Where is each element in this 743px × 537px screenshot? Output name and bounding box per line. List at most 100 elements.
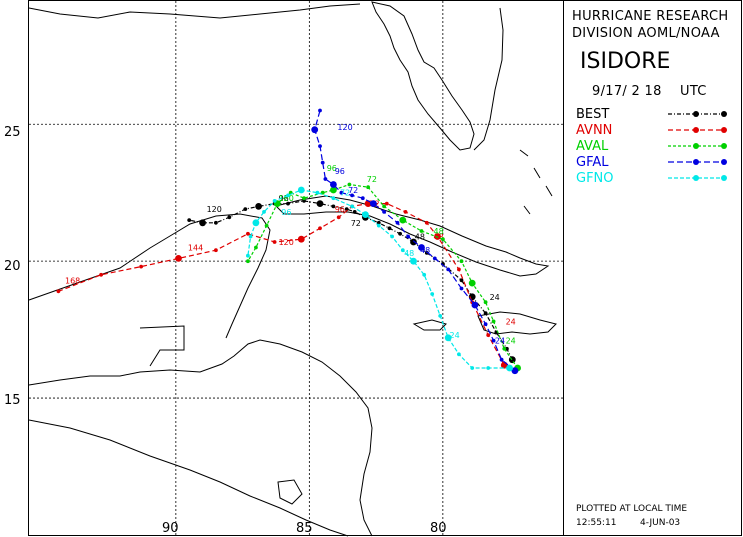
legend-marker-best bbox=[721, 111, 727, 117]
track-point-avnn bbox=[457, 267, 461, 272]
lat-label-25: 25 bbox=[4, 125, 21, 140]
track-point-gfno bbox=[362, 211, 369, 219]
track-point-gfno bbox=[444, 334, 452, 342]
legend-marker-avnn bbox=[721, 127, 727, 133]
track-point-aval bbox=[399, 216, 407, 224]
header: HURRICANE RESEARCH DIVISION AOML/NOAA IS… bbox=[572, 9, 728, 99]
track-line-avnn bbox=[58, 203, 505, 366]
coast-gulf-north bbox=[28, 3, 361, 19]
track-point-gfno bbox=[470, 366, 475, 370]
track-point-gfno bbox=[430, 292, 435, 296]
track-point-best bbox=[255, 203, 262, 210]
legend-marker-best bbox=[693, 111, 699, 117]
track-point-best bbox=[459, 278, 464, 283]
track-label-best: 24 bbox=[490, 293, 500, 302]
track-point-aval bbox=[468, 279, 476, 287]
track-point-gfno bbox=[438, 314, 443, 318]
track-point-aval bbox=[441, 237, 445, 242]
track-point-best bbox=[508, 356, 516, 364]
track-point-avnn bbox=[297, 235, 305, 243]
track-point-best bbox=[243, 207, 248, 212]
track-point-best bbox=[376, 220, 381, 225]
legend-marker-gfal bbox=[693, 159, 699, 165]
legend-marker-aval bbox=[721, 143, 727, 149]
track-point-aval bbox=[382, 204, 386, 209]
track-point-gfal bbox=[483, 322, 488, 326]
track-label-aval: 72 bbox=[367, 175, 377, 184]
track-label-gfal: 24 bbox=[495, 337, 505, 346]
legend-marker-aval bbox=[693, 143, 699, 149]
track-label-best: 72 bbox=[351, 219, 361, 228]
track-point-aval bbox=[330, 186, 337, 194]
coast-pacific bbox=[28, 419, 349, 537]
track-point-best bbox=[387, 226, 392, 231]
border-guatemala bbox=[139, 325, 185, 367]
track-point-gfno bbox=[390, 234, 394, 239]
legend-frame bbox=[563, 0, 742, 536]
track-point-best bbox=[331, 204, 336, 209]
legend-marker-gfno bbox=[721, 175, 727, 181]
lon-axis-labels: 90 85 80 bbox=[162, 521, 447, 536]
track-point-gfal bbox=[318, 108, 322, 113]
coast-hispaniola bbox=[477, 311, 557, 335]
track-label-avnn: 168 bbox=[65, 276, 80, 285]
track-point-gfal bbox=[320, 160, 325, 165]
track-point-gfal bbox=[418, 244, 425, 251]
track-point-aval bbox=[302, 196, 306, 201]
lon-label-90: 90 bbox=[162, 521, 179, 536]
track-label-gfal: 96 bbox=[335, 167, 345, 176]
track-point-gfno bbox=[350, 204, 354, 209]
lat-axis-labels: 25 20 15 bbox=[4, 125, 21, 408]
track-point-best bbox=[505, 346, 509, 351]
legend-label-aval: AVAL bbox=[576, 139, 609, 154]
track-best: 24 48 72 96 120 bbox=[187, 194, 516, 364]
track-label-gfno: 72 bbox=[340, 189, 350, 198]
track-label-best: 120 bbox=[207, 205, 222, 214]
track-label-gfal: 120 bbox=[337, 123, 352, 132]
track-point-aval bbox=[347, 182, 352, 187]
track-point-gfal bbox=[511, 367, 519, 375]
track-point-best bbox=[286, 201, 290, 206]
track-point-avnn bbox=[99, 272, 103, 277]
track-label-avnn: 120 bbox=[279, 238, 294, 247]
legend-marker-avnn bbox=[693, 127, 699, 133]
track-point-best bbox=[302, 199, 306, 203]
track-label-gfal: 48 bbox=[420, 246, 430, 255]
track-gfno: 24 48 72 96 bbox=[246, 186, 513, 372]
track-point-gfno bbox=[486, 366, 491, 370]
lon-label-80: 80 bbox=[430, 521, 447, 536]
track-point-gfal bbox=[471, 301, 479, 309]
track-point-avnn bbox=[214, 248, 218, 253]
track-point-best bbox=[187, 218, 192, 223]
map-frame bbox=[28, 0, 564, 536]
legend-label-best: BEST bbox=[576, 107, 609, 122]
track-label-aval: 24 bbox=[506, 337, 516, 346]
track-point-avnn bbox=[246, 231, 250, 236]
track-point-gfal bbox=[459, 286, 464, 291]
track-point-gfal bbox=[370, 200, 377, 208]
track-point-best bbox=[483, 311, 488, 316]
track-point-gfno bbox=[331, 196, 336, 201]
track-label-aval: 96 bbox=[327, 164, 337, 173]
track-point-gfno bbox=[376, 223, 381, 228]
forecast-tracks: 2448729612024487296120144168244872961202… bbox=[56, 108, 521, 375]
track-point-aval bbox=[366, 185, 370, 190]
track-point-aval bbox=[246, 259, 250, 264]
track-label-avnn: 48 bbox=[434, 233, 444, 242]
track-point-gfno bbox=[457, 352, 461, 357]
track-point-best bbox=[214, 220, 218, 225]
track-gfal: 24 48 72 96 120 bbox=[311, 108, 519, 375]
lat-label-15: 15 bbox=[4, 393, 21, 408]
track-point-gfno bbox=[297, 186, 305, 194]
init-time: 9/17/ 2 18 bbox=[592, 84, 662, 99]
track-line-gfal bbox=[314, 110, 516, 372]
org-line-2: DIVISION AOML/NOAA bbox=[572, 26, 720, 41]
track-point-gfno bbox=[272, 199, 277, 203]
track-point-best bbox=[199, 219, 207, 227]
track-label-gfno: 96 bbox=[281, 208, 291, 217]
track-point-aval bbox=[419, 229, 424, 233]
lat-label-20: 20 bbox=[4, 259, 21, 274]
coast-jamaica bbox=[412, 319, 447, 331]
